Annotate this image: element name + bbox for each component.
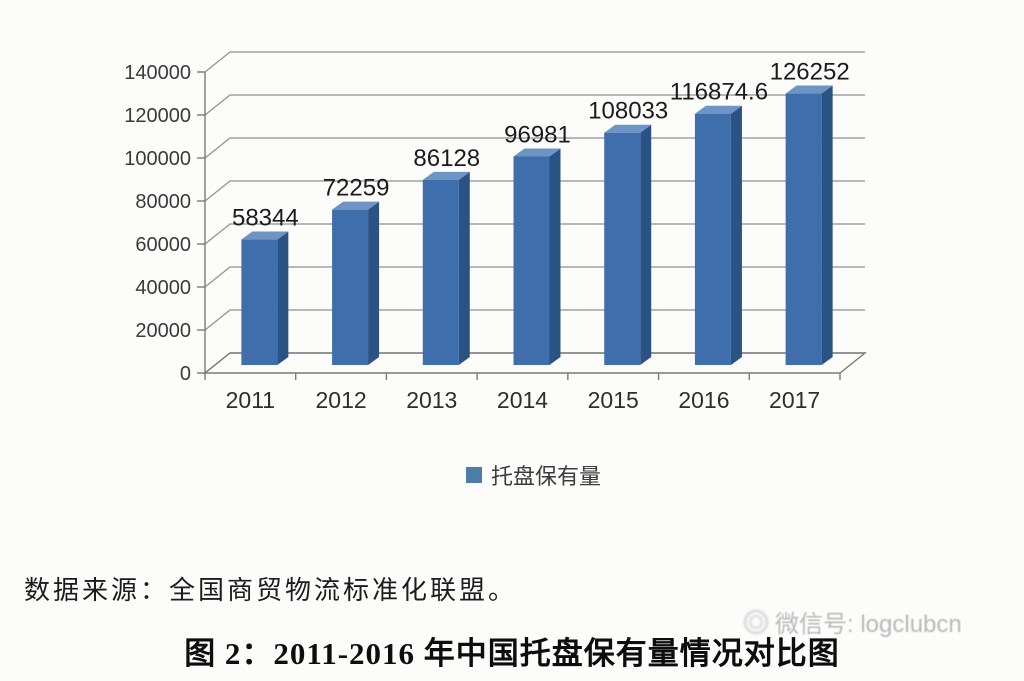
- legend-label: 托盘保有量: [491, 464, 602, 489]
- gridline: [204, 51, 865, 73]
- y-tick-label: 80000: [135, 191, 191, 213]
- x-axis-label: 2012: [315, 387, 366, 413]
- bar-side: [277, 231, 289, 365]
- gridline: [204, 223, 865, 245]
- bar-side: [368, 201, 380, 365]
- figure-caption: 图 2：2011-2016 年中国托盘保有量情况对比图: [184, 636, 840, 671]
- bar-value-label: 126252: [770, 59, 850, 86]
- bar-value-label: 72259: [323, 175, 390, 202]
- chart-legend: 托盘保有量: [466, 459, 601, 491]
- y-tick-label: 120000: [124, 105, 191, 127]
- bar-top: [332, 201, 380, 210]
- bar: [513, 156, 550, 365]
- bar-top: [422, 171, 470, 180]
- bar-top: [694, 105, 742, 114]
- bar-value-label: 58344: [232, 205, 299, 232]
- gridline: [204, 309, 865, 331]
- y-tick-label: 60000: [135, 234, 191, 256]
- gridline: [204, 266, 865, 288]
- bar-value-label: 96981: [504, 121, 571, 148]
- y-tick-label: 40000: [135, 277, 191, 299]
- gridline: [204, 94, 865, 116]
- wechat-logo-icon: [744, 609, 768, 634]
- source-note: 数据来源：全国商贸物流标准化联盟。: [24, 576, 518, 605]
- y-tick-label: 100000: [124, 148, 191, 170]
- bar: [422, 179, 459, 365]
- y-tick-label: 140000: [124, 62, 191, 84]
- gridline: [204, 180, 865, 202]
- watermark-text: 微信号: logclubcn: [775, 611, 962, 638]
- bar-side: [640, 124, 652, 365]
- gridline: [204, 137, 865, 159]
- bar-chart: 0 20000 40000 60000 80000 100000 120000 140000 5…: [124, 51, 867, 413]
- x-axis-label: 2011: [226, 387, 275, 413]
- bar-value-label: 108033: [588, 98, 668, 125]
- legend-swatch: [466, 467, 482, 483]
- y-tick-label: 0: [180, 363, 191, 385]
- bar-value-label: 86128: [413, 145, 480, 172]
- x-axis-label: 2017: [769, 387, 820, 413]
- bar: [332, 209, 369, 365]
- bar-top: [513, 148, 561, 157]
- bar-top: [241, 231, 289, 240]
- bar-side: [458, 171, 470, 365]
- x-axis-label: 2014: [497, 387, 548, 413]
- bar-top: [785, 85, 833, 94]
- watermark: 微信号: logclubcn: [744, 604, 962, 639]
- y-tick-label: 20000: [135, 320, 191, 342]
- bar: [604, 132, 641, 365]
- x-axis-label: 2013: [406, 387, 457, 413]
- chart-floor: [203, 352, 867, 374]
- bar: [785, 93, 822, 365]
- bar: [241, 239, 278, 365]
- bar-side: [730, 105, 742, 366]
- x-axis-label: 2016: [678, 387, 729, 413]
- bar-value-label: 116874.6: [670, 79, 768, 106]
- bar-side: [549, 148, 561, 365]
- x-axis-label: 2015: [588, 387, 639, 413]
- bar: [694, 113, 731, 366]
- bar-top: [604, 124, 652, 133]
- bar-side: [821, 85, 833, 365]
